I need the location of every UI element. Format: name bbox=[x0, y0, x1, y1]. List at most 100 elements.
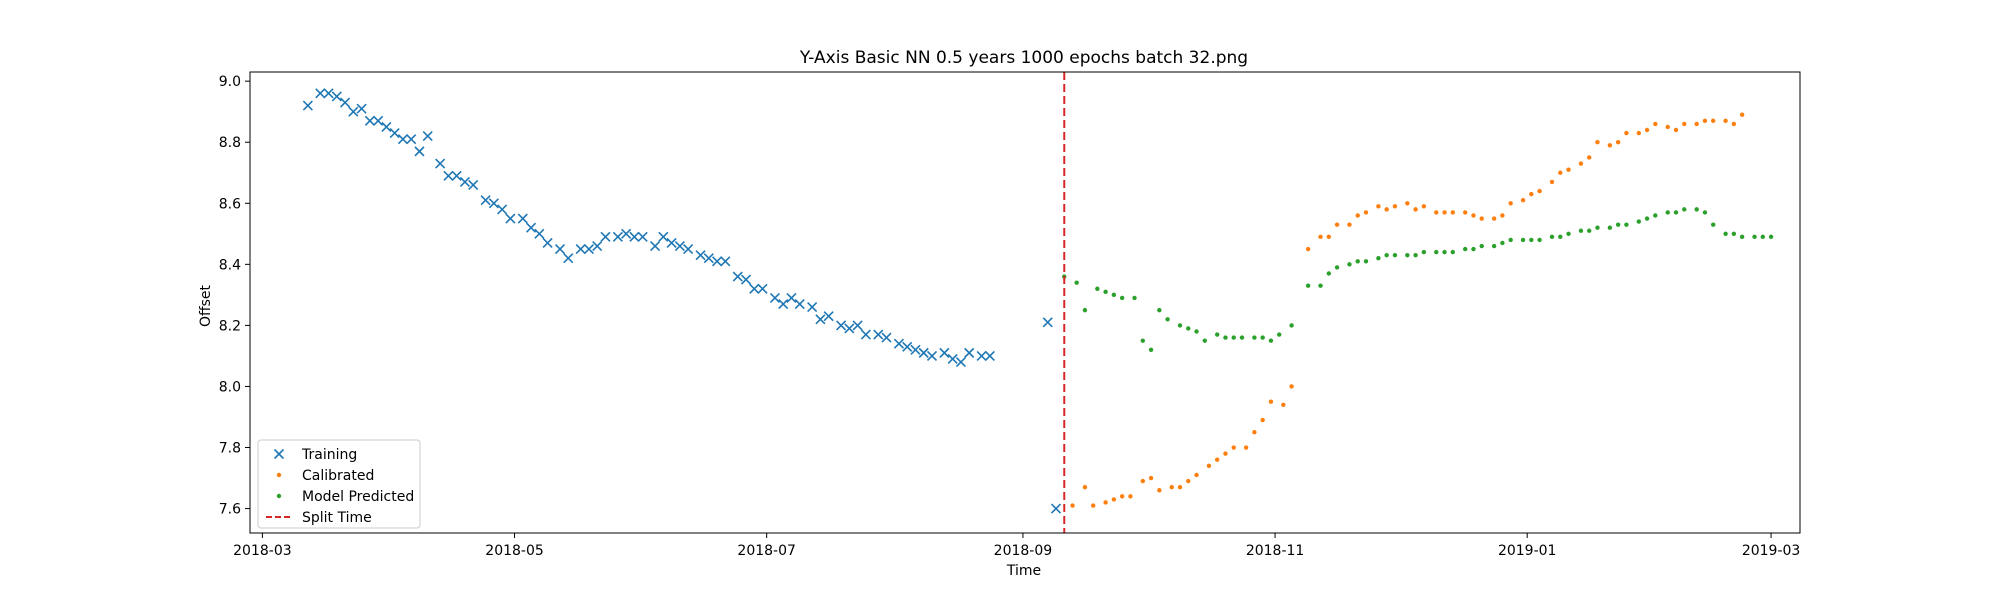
calibrated-point bbox=[1405, 201, 1410, 206]
calibrated-point bbox=[1252, 430, 1257, 435]
training-point bbox=[984, 350, 995, 361]
training-point bbox=[554, 244, 566, 255]
model-predicted-point bbox=[1731, 231, 1737, 237]
calibrated-point bbox=[1103, 500, 1108, 505]
model-predicted-point bbox=[1140, 338, 1146, 343]
calibrated-point bbox=[1558, 170, 1563, 175]
calibrated-point bbox=[1119, 494, 1125, 499]
training-point bbox=[658, 231, 669, 242]
training-point bbox=[976, 350, 987, 361]
training-point bbox=[769, 292, 780, 303]
training-point bbox=[844, 323, 855, 334]
model-predicted-point bbox=[1752, 234, 1757, 240]
training-point bbox=[517, 213, 528, 224]
model-predicted-point bbox=[1252, 335, 1257, 340]
plot-area bbox=[302, 72, 1774, 533]
training-point bbox=[583, 244, 594, 255]
model-predicted-point bbox=[1711, 222, 1716, 227]
model-predicted-point bbox=[1434, 249, 1439, 255]
model-predicted-point bbox=[1558, 234, 1563, 240]
training-point bbox=[526, 222, 537, 233]
model-predicted-point bbox=[1194, 329, 1199, 334]
calibrated-point bbox=[1347, 222, 1352, 227]
training-point bbox=[497, 204, 508, 215]
training-point bbox=[600, 231, 611, 242]
legend-frame bbox=[257, 439, 421, 529]
training-point bbox=[893, 338, 904, 349]
y-tick-label: 9.0 bbox=[219, 74, 241, 90]
calibrated-point bbox=[1491, 216, 1497, 221]
training-point bbox=[422, 131, 433, 142]
model-predicted-point bbox=[1673, 210, 1679, 215]
calibrated-point bbox=[1702, 118, 1708, 124]
calibrated-point bbox=[1140, 478, 1146, 484]
calibrated-point bbox=[1082, 485, 1088, 490]
training-point bbox=[703, 253, 714, 264]
calibrated-point bbox=[1070, 503, 1075, 508]
model-predicted-point bbox=[1450, 249, 1456, 255]
training-point bbox=[323, 88, 334, 99]
training-point bbox=[443, 170, 454, 181]
model-predicted-point bbox=[1177, 323, 1183, 328]
model-predicted-point bbox=[1760, 234, 1766, 240]
model-predicted-point bbox=[1165, 317, 1170, 322]
training-point bbox=[947, 353, 958, 365]
calibrated-point bbox=[1376, 204, 1381, 209]
legend-swatch-calibrated bbox=[276, 472, 282, 478]
model-predicted-point bbox=[1615, 222, 1621, 227]
model-predicted-point bbox=[1074, 280, 1079, 285]
model-predicted-point bbox=[1202, 338, 1208, 343]
training-point bbox=[373, 115, 384, 126]
chart-title: Y-Axis Basic NN 0.5 years 1000 epochs ba… bbox=[799, 48, 1248, 68]
training-point bbox=[381, 121, 392, 133]
model-predicted-point bbox=[1682, 207, 1687, 212]
training-point bbox=[621, 228, 632, 239]
training-point bbox=[356, 103, 367, 114]
calibrated-point bbox=[1673, 127, 1679, 133]
training-point bbox=[451, 170, 462, 181]
model-predicted-point bbox=[1215, 332, 1220, 337]
training-point bbox=[397, 134, 408, 145]
calibrated-point bbox=[1111, 497, 1117, 502]
training-point bbox=[836, 320, 847, 331]
x-tick-label: 2018-11 bbox=[1246, 543, 1305, 559]
training-point bbox=[563, 253, 574, 264]
model-predicted-point bbox=[1479, 243, 1484, 249]
model-predicted-point bbox=[1148, 347, 1154, 353]
calibrated-point bbox=[1566, 167, 1571, 172]
calibrated-point bbox=[1148, 475, 1154, 481]
calibrated-point bbox=[1434, 210, 1439, 215]
calibrated-point bbox=[1595, 140, 1600, 145]
model-predicted-point bbox=[1103, 289, 1108, 295]
x-tick-label: 2019-03 bbox=[1742, 543, 1801, 559]
calibrated-point bbox=[1157, 488, 1162, 493]
model-predicted-point bbox=[1665, 210, 1670, 215]
calibrated-point bbox=[1636, 130, 1642, 136]
calibrated-point bbox=[1624, 130, 1629, 136]
training-point bbox=[505, 213, 516, 224]
y-tick-label: 8.2 bbox=[219, 318, 241, 334]
calibrated-point bbox=[1091, 503, 1096, 508]
y-tick-label: 7.8 bbox=[219, 441, 241, 457]
calibrated-point bbox=[1615, 140, 1621, 145]
training-point bbox=[488, 198, 499, 209]
model-predicted-point bbox=[1636, 219, 1642, 224]
model-predicted-point bbox=[1132, 295, 1137, 301]
model-predicted-point bbox=[1326, 271, 1332, 276]
training-point bbox=[683, 244, 694, 255]
calibrated-point bbox=[1186, 478, 1191, 484]
model-predicted-point bbox=[1723, 231, 1728, 237]
training-point bbox=[1042, 317, 1053, 328]
training-point bbox=[740, 274, 752, 285]
model-predicted-point bbox=[1095, 286, 1100, 291]
model-predicted-point bbox=[1529, 237, 1534, 243]
legend: Training Calibrated Model Predicted Split T… bbox=[257, 439, 421, 529]
training-point bbox=[666, 237, 677, 249]
calibrated-point bbox=[1463, 210, 1468, 215]
model-predicted-point bbox=[1363, 259, 1369, 264]
training-point bbox=[364, 115, 375, 126]
model-predicted-point bbox=[1305, 283, 1311, 288]
calibrated-point bbox=[1384, 207, 1389, 212]
calibrated-point bbox=[1479, 216, 1484, 221]
